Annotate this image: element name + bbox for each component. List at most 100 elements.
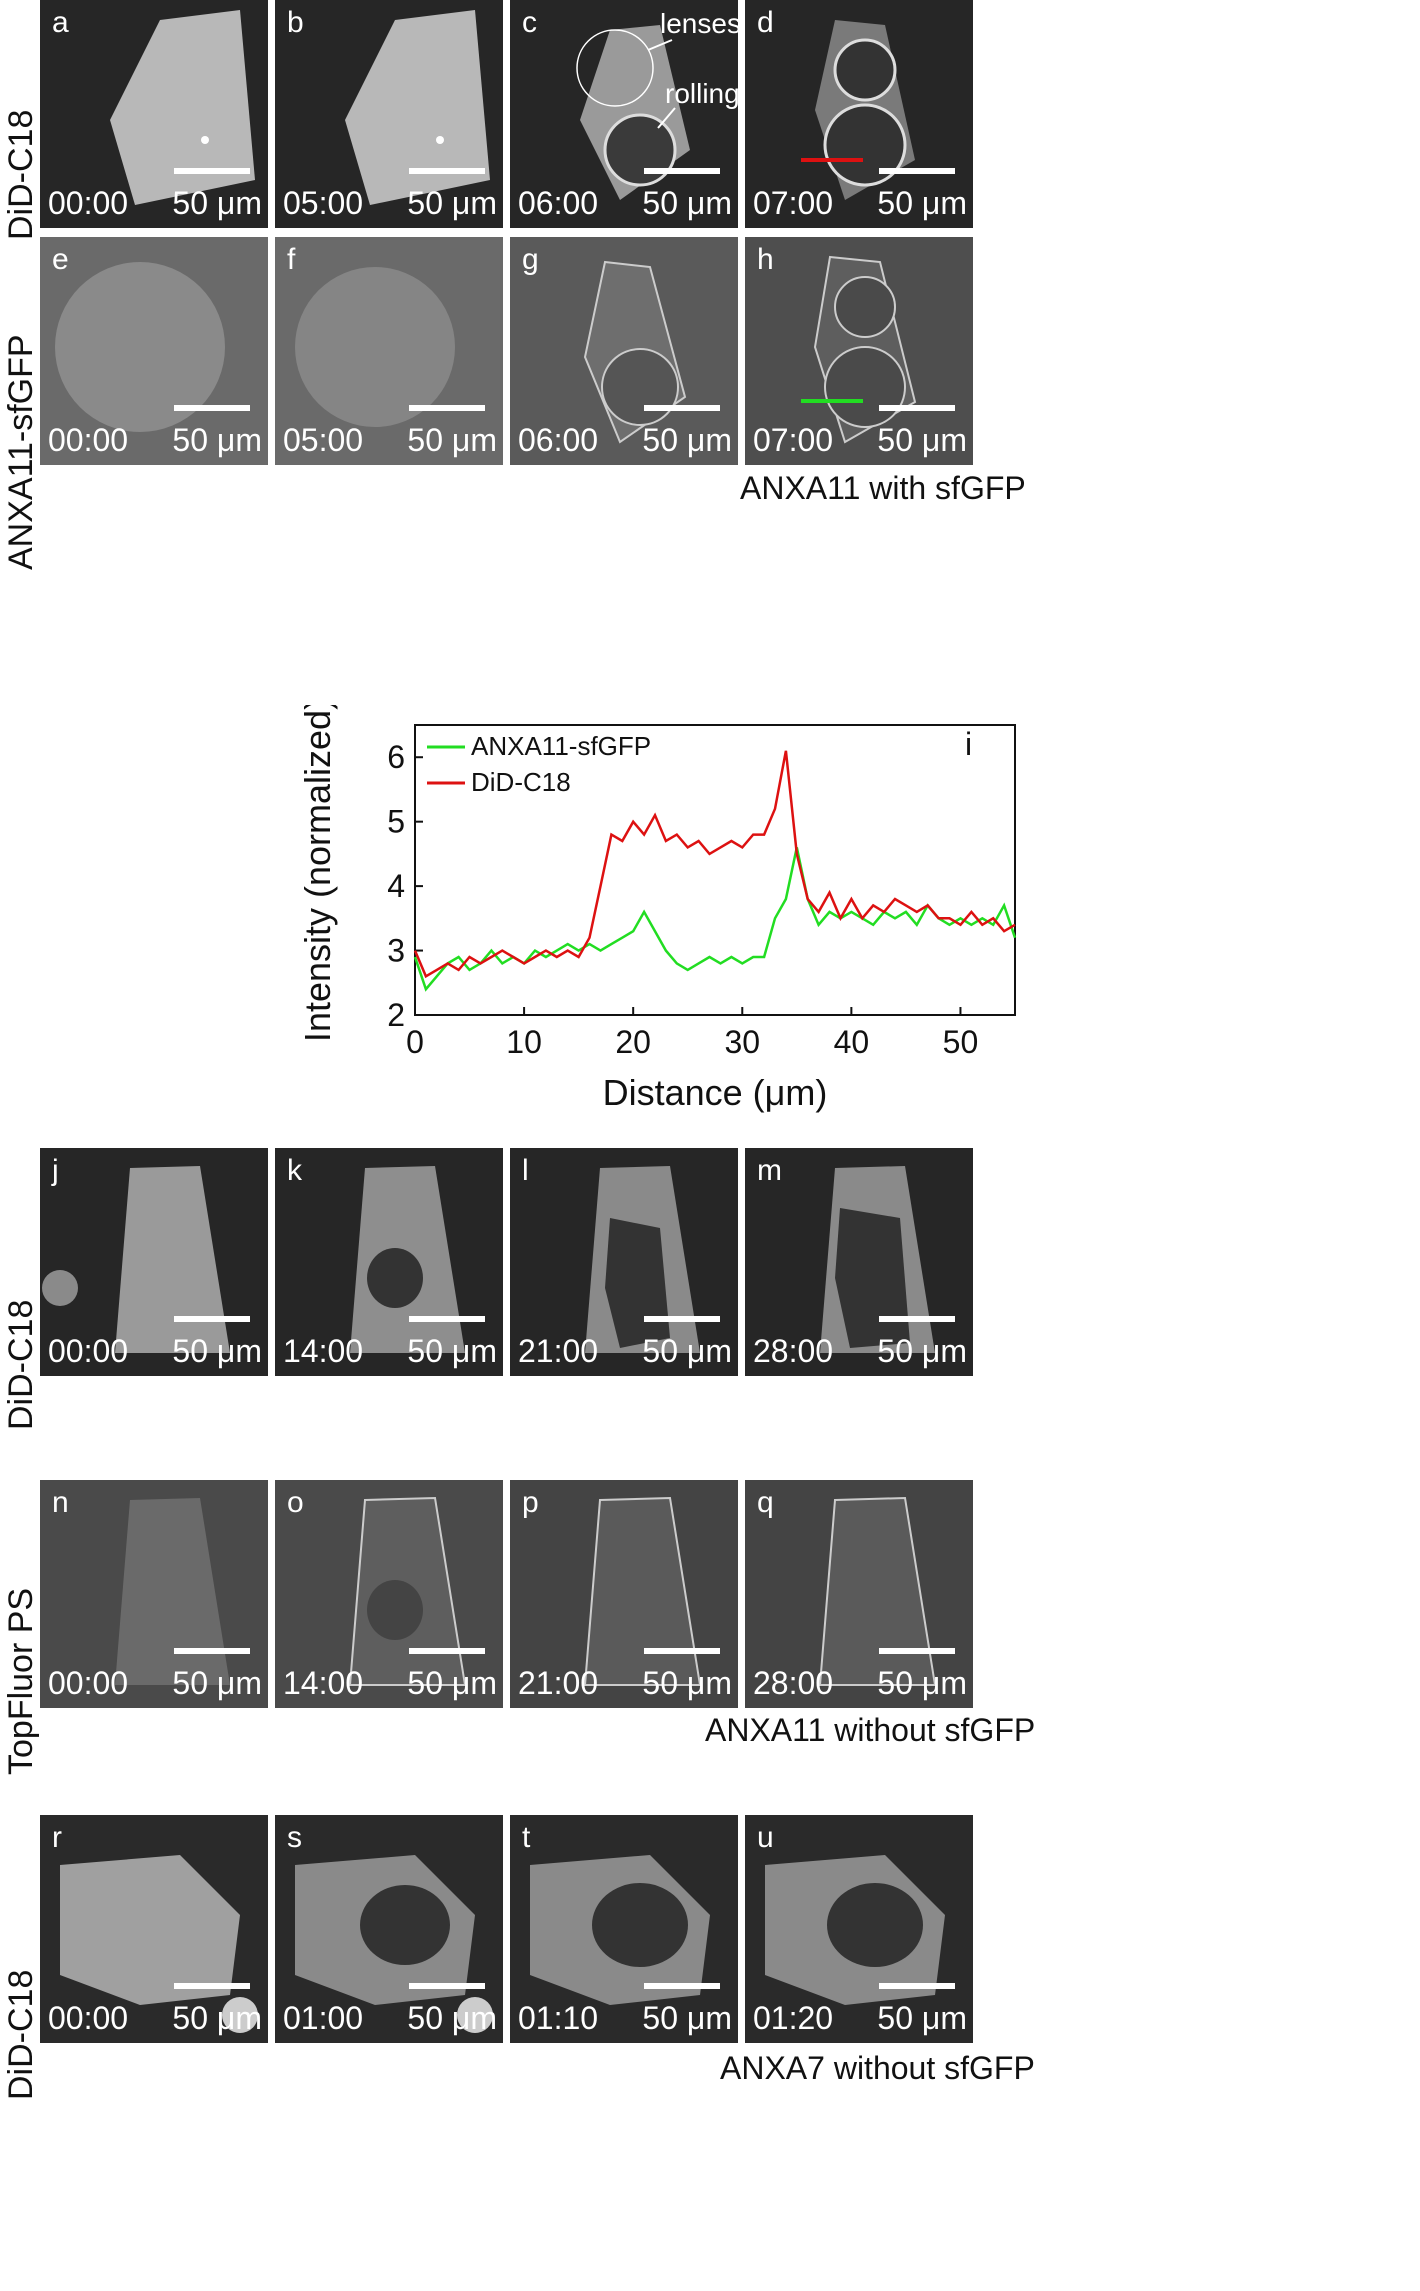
scale-label: 50 μm <box>642 1333 732 1369</box>
micrograph-s-image <box>275 1815 503 2043</box>
x-tick-label: 10 <box>506 1024 542 1060</box>
micrograph-g: g 06:00 50 μm <box>510 237 738 465</box>
panel-label: q <box>757 1486 774 1519</box>
panel-label: k <box>287 1154 302 1187</box>
y-tick-label: 2 <box>387 997 405 1033</box>
scale-label: 50 μm <box>407 2000 497 2036</box>
y-tick-label: 5 <box>387 804 405 840</box>
panel-label: p <box>522 1486 539 1519</box>
legend-entry: ANXA11-sfGFP <box>471 731 651 761</box>
panel-label-i: i <box>965 726 972 762</box>
micrograph-j: j 00:00 50 μm <box>40 1148 268 1376</box>
micrograph-r: r 00:00 50 μm <box>40 1815 268 2043</box>
timestamp: 07:00 <box>753 422 834 458</box>
y-axis-label: Intensity (normalized) <box>297 705 338 1042</box>
x-tick-label: 0 <box>406 1024 424 1060</box>
panel-label: s <box>287 1821 302 1854</box>
scale-bar <box>879 405 955 411</box>
micrograph-l: l 21:00 50 μm <box>510 1148 738 1376</box>
x-tick-label: 30 <box>724 1024 760 1060</box>
scale-label: 50 μm <box>877 2000 967 2036</box>
scale-bar <box>879 168 955 174</box>
timestamp: 05:00 <box>283 185 364 221</box>
legend-entry: DiD-C18 <box>471 767 571 797</box>
timestamp: 28:00 <box>753 1333 834 1369</box>
scale-bar <box>879 1316 955 1322</box>
micrograph-t-image <box>510 1815 738 2043</box>
series-line-ANXA11-sfGFP <box>413 847 1017 992</box>
y-tick-label: 3 <box>387 933 405 969</box>
timestamp: 06:00 <box>518 422 599 458</box>
micrograph-a: a 00:00 50 μm <box>40 0 268 228</box>
scale-label: 50 μm <box>407 1665 497 1701</box>
micrograph-u: u 01:20 50 μm <box>745 1815 973 2043</box>
micrograph-c-image <box>510 0 738 228</box>
timestamp: 01:10 <box>518 2000 599 2036</box>
scale-label: 50 μm <box>407 422 497 458</box>
plot-frame <box>414 724 1016 1016</box>
micrograph-h-image <box>745 237 973 465</box>
timestamp: 01:20 <box>753 2000 834 2036</box>
scale-label: 50 μm <box>407 1333 497 1369</box>
panel-label: g <box>522 243 539 276</box>
micrograph-c: lenses rolling c 06:00 50 μm <box>510 0 738 228</box>
scale-label: 50 μm <box>172 1665 262 1701</box>
micrograph-e-image <box>40 237 268 465</box>
panel-label: m <box>757 1154 782 1187</box>
micrograph-k-image <box>275 1148 503 1376</box>
scale-bar <box>879 1983 955 1989</box>
micrograph-n-image <box>40 1480 268 1708</box>
timestamp: 21:00 <box>518 1665 599 1701</box>
scale-bar <box>879 1648 955 1654</box>
micrograph-o-image <box>275 1480 503 1708</box>
scale-label: 50 μm <box>877 422 967 458</box>
row-label-did-2: DiD-C18 <box>2 1299 40 1430</box>
scale-bar <box>644 1648 720 1654</box>
timestamp: 00:00 <box>48 185 129 221</box>
timestamp: 06:00 <box>518 185 599 221</box>
scale-bar <box>409 1983 485 1989</box>
micrograph-k: k 14:00 50 μm <box>275 1148 503 1376</box>
micrograph-b-image <box>275 0 503 228</box>
caption-anxa7-without-sfgfp: ANXA7 without sfGFP <box>720 2050 1035 2086</box>
scale-bar <box>174 1316 250 1322</box>
scale-label: 50 μm <box>877 1665 967 1701</box>
scale-bar <box>174 1648 250 1654</box>
panel-label: j <box>52 1154 59 1187</box>
panel-label: a <box>52 6 69 39</box>
row-label-anxa11-sfgfp: ANXA11-sfGFP <box>2 334 40 570</box>
x-axis-label: Distance (μm) <box>603 1072 828 1113</box>
micrograph-t: t 01:10 50 μm <box>510 1815 738 2043</box>
timestamp: 00:00 <box>48 422 129 458</box>
scale-label: 50 μm <box>172 422 262 458</box>
timestamp: 00:00 <box>48 2000 129 2036</box>
annotation-lenses: lenses <box>660 8 738 39</box>
panel-label: c <box>522 6 537 39</box>
micrograph-m-image <box>745 1148 973 1376</box>
micrograph-f: f 05:00 50 μm <box>275 237 503 465</box>
micrograph-g-image <box>510 237 738 465</box>
panel-label: n <box>52 1486 69 1519</box>
timestamp: 14:00 <box>283 1665 364 1701</box>
timestamp: 05:00 <box>283 422 364 458</box>
timestamp: 00:00 <box>48 1665 129 1701</box>
panel-label: o <box>287 1486 304 1519</box>
scale-label: 50 μm <box>407 185 497 221</box>
x-tick-label: 40 <box>834 1024 870 1060</box>
micrograph-q: q 28:00 50 μm <box>745 1480 973 1708</box>
scale-bar <box>174 1983 250 1989</box>
scale-label: 50 μm <box>642 185 732 221</box>
scale-label: 50 μm <box>172 2000 262 2036</box>
scale-bar <box>644 405 720 411</box>
panel-label: r <box>52 1821 62 1854</box>
micrograph-q-image <box>745 1480 973 1708</box>
panel-label: l <box>522 1154 529 1187</box>
micrograph-d-image <box>745 0 973 228</box>
x-tick-label: 20 <box>615 1024 651 1060</box>
intensity-profile-chart: 0 10 20 30 40 50 2 3 4 5 6 Distance (μm) Intensity (… <box>297 705 1017 1113</box>
row-label-topfluor-ps: TopFluor PS <box>2 1587 40 1775</box>
micrograph-n: n 00:00 50 μm <box>40 1480 268 1708</box>
scale-bar <box>644 168 720 174</box>
scale-label: 50 μm <box>877 1333 967 1369</box>
scale-bar <box>409 1648 485 1654</box>
